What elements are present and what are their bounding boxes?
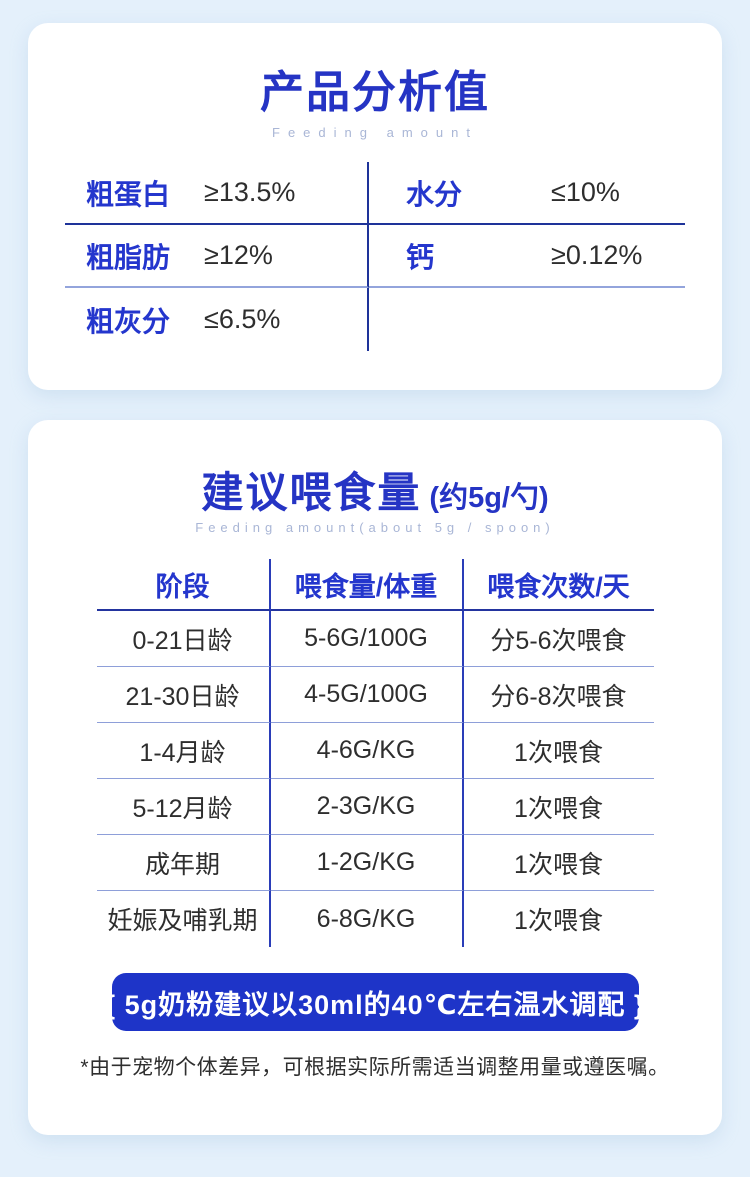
analysis-cell: 粗蛋白 ≥13.5% (65, 162, 369, 226)
table-cell: 2-3G/KG (270, 779, 464, 836)
analysis-value: ≤10% (551, 177, 620, 208)
table-cell: 6-8G/KG (271, 891, 464, 948)
table-cell: 21-30日龄 (96, 667, 271, 724)
analysis-subtitle: Feeding amount (272, 125, 478, 141)
analysis-table: 粗蛋白 ≥13.5% 水分 ≤10% 粗脂肪 ≥12% 钙 ≥0.12% 粗灰分… (65, 162, 685, 352)
feeding-title-suffix: (约5g/勺) (421, 482, 549, 514)
analysis-cell: 钙 ≥0.12% (369, 225, 685, 289)
feeding-header-times: 喂食次数/天 (463, 559, 654, 612)
table-cell: 4-5G/100G (270, 667, 464, 724)
feeding-header-amount: 喂食量/体重 (270, 559, 464, 612)
analysis-cell-empty (369, 288, 685, 351)
table-cell: 分5-6次喂食 (463, 611, 654, 668)
table-cell: 1-4月龄 (96, 723, 271, 780)
analysis-label: 钙 (406, 241, 435, 273)
analysis-label: 粗蛋白 (86, 178, 171, 210)
feeding-suggestion-card: 建议喂食量 (约5g/勺) Feeding amount(about 5g / … (28, 420, 722, 1135)
analysis-title: 产品分析值 (260, 68, 490, 117)
feeding-table: 阶段 喂食量/体重 喂食次数/天 0-21日龄 5-6G/100G 分5-6次喂… (96, 559, 654, 948)
table-cell: 分6-8次喂食 (463, 667, 654, 724)
analysis-label: 粗灰分 (86, 305, 171, 337)
disclaimer-footnote: *由于宠物个体差异，可根据实际所需适当调整用量或遵医嘱。 (80, 1056, 670, 1080)
table-cell: 1次喂食 (463, 835, 654, 892)
analysis-cell: 水分 ≤10% (369, 162, 685, 226)
feeding-title-main: 建议喂食量 (201, 469, 422, 516)
table-cell: 妊娠及哺乳期 (97, 891, 271, 948)
feeding-header-stage: 阶段 (96, 559, 271, 612)
analysis-label: 水分 (406, 178, 463, 210)
table-cell: 0-21日龄 (96, 611, 271, 668)
analysis-label: 粗脂肪 (86, 241, 171, 273)
table-cell: 4-6G/KG (270, 723, 464, 780)
table-cell: 5-12月龄 (96, 779, 271, 836)
table-cell: 1-2G/KG (270, 835, 464, 892)
analysis-value: ≥0.12% (551, 240, 643, 271)
analysis-cell: 粗灰分 ≤6.5% (65, 288, 369, 352)
table-cell: 5-6G/100G (270, 611, 464, 668)
table-cell: 1次喂食 (463, 723, 654, 780)
analysis-value: ≤6.5% (204, 304, 281, 335)
product-analysis-card: 产品分析值 Feeding amount 粗蛋白 ≥13.5% 水分 ≤10% … (28, 23, 722, 390)
analysis-value: ≥13.5% (204, 177, 296, 208)
feeding-title: 建议喂食量 (约5g/勺) (28, 469, 722, 516)
analysis-value: ≥12% (204, 240, 273, 271)
mixing-instruction-banner: { 5g奶粉建议以30ml的40℃左右温水调配 } (105, 973, 644, 1032)
table-cell: 成年期 (96, 835, 271, 892)
feeding-subtitle: Feeding amount(about 5g / spoon) (195, 520, 555, 536)
analysis-cell: 粗脂肪 ≥12% (65, 225, 369, 289)
table-cell: 1次喂食 (463, 779, 654, 836)
table-cell: 1次喂食 (514, 907, 603, 936)
